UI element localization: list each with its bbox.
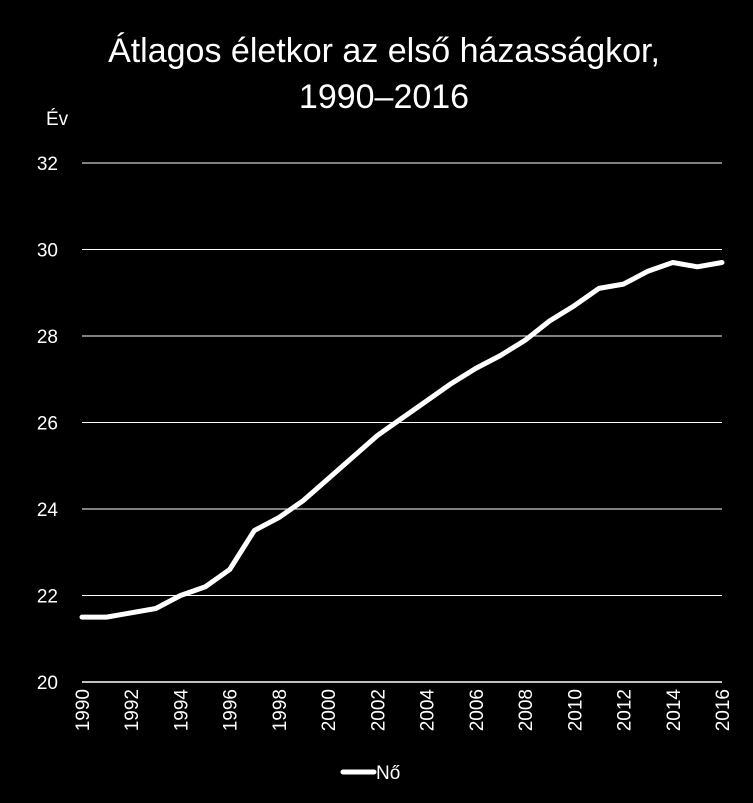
x-tick-label-1994: 1994 xyxy=(171,689,192,732)
y-tick-label-22: 22 xyxy=(37,587,58,608)
x-tick-label-2012: 2012 xyxy=(615,689,636,731)
y-tick-label-20: 20 xyxy=(37,673,58,694)
x-tick-label-2002: 2002 xyxy=(368,689,389,731)
x-tick-label-1992: 1992 xyxy=(122,689,143,731)
legend: Nő xyxy=(340,763,400,784)
legend-label-no: Nő xyxy=(376,763,400,784)
y-tick-label-30: 30 xyxy=(37,241,58,262)
y-axis-unit-label: Év xyxy=(46,109,69,130)
y-tick-label-28: 28 xyxy=(37,327,58,348)
x-tick-label-1998: 1998 xyxy=(270,689,291,731)
x-tick-label-1990: 1990 xyxy=(73,689,94,731)
chart-title-line-1: Átlagos életkor az első házasságkor, xyxy=(108,32,660,70)
x-tick-label-2004: 2004 xyxy=(418,689,439,732)
x-tick-labels: 1990 1992 1994 1996 1998 2000 2002 2004 2006 2008… xyxy=(73,689,734,732)
x-tick-label-1996: 1996 xyxy=(221,689,242,731)
x-tick-label-2000: 2000 xyxy=(319,689,340,731)
y-tick-label-26: 26 xyxy=(37,414,58,435)
x-tick-label-2016: 2016 xyxy=(713,689,734,731)
y-tick-label-32: 32 xyxy=(37,154,58,175)
chart-title-line-2: 1990–2016 xyxy=(299,78,469,116)
series-lines xyxy=(79,260,725,620)
y-tick-labels: 20 22 24 26 28 30 32 xyxy=(37,154,59,694)
x-tick-label-2010: 2010 xyxy=(565,689,586,731)
series-line-0 xyxy=(79,260,725,620)
y-tick-label-24: 24 xyxy=(37,500,59,521)
grid-lines xyxy=(82,162,722,683)
x-tick-label-2006: 2006 xyxy=(467,689,488,731)
x-tick-label-2014: 2014 xyxy=(664,689,685,732)
x-tick-label-2008: 2008 xyxy=(516,689,537,731)
